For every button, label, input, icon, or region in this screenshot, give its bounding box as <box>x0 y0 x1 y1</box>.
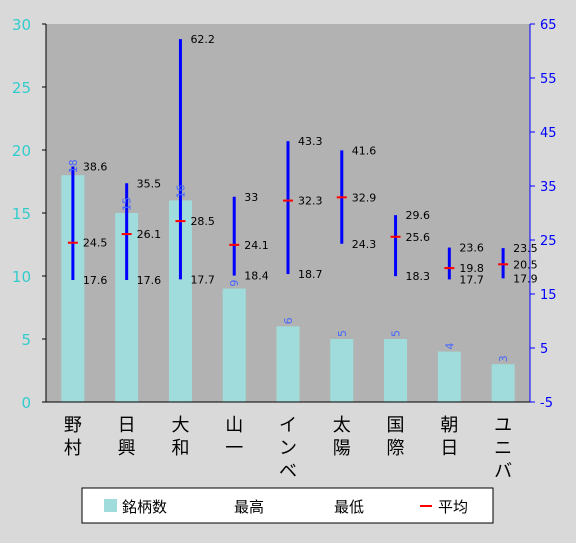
right-tick-label: -5 <box>540 396 553 411</box>
category-label-char: 大 <box>171 415 189 436</box>
count-label: 3 <box>497 355 510 362</box>
count-label: 6 <box>282 317 295 324</box>
count-label: 5 <box>390 330 403 337</box>
category-label-char: 一 <box>225 438 243 459</box>
legend: 銘柄数 最高 最低 平均 <box>81 487 494 524</box>
low-value-label: 17.9 <box>513 272 538 285</box>
labels-layer: 18 15 16 9 6 5 5 4 3 38.6 24.5 17.6 35.5 26.1 17.6 62.2… <box>67 33 538 362</box>
category-label-char: 日 <box>440 438 458 459</box>
category-label-char: ン <box>279 438 297 459</box>
category-label-char: 野 <box>64 415 82 436</box>
right-tick-label: 5 <box>540 342 548 357</box>
category-label-char: 日 <box>118 415 136 436</box>
left-tick-label: 25 <box>12 79 31 97</box>
right-tick-label: 15 <box>540 288 557 303</box>
count-label: 5 <box>336 330 349 337</box>
average-value-label: 28.5 <box>190 215 215 228</box>
category-label-char: イ <box>279 415 297 436</box>
average-value-label: 26.1 <box>137 228 162 241</box>
low-value-label: 17.6 <box>137 274 162 287</box>
right-tick-label: 45 <box>540 126 557 141</box>
category-label-char: バ <box>494 461 512 482</box>
category-label-char: 村 <box>64 438 82 459</box>
low-value-label: 17.7 <box>190 273 215 286</box>
legend-swatch-bar <box>104 499 117 512</box>
count-bar <box>276 326 300 402</box>
legend-label: 平均 <box>438 498 468 516</box>
right-tick-label: 55 <box>540 72 557 87</box>
average-value-label: 20.5 <box>513 258 538 271</box>
legend-label: 最低 <box>334 498 364 516</box>
bars-layer <box>61 175 515 402</box>
left-tick-label: 30 <box>12 16 31 34</box>
high-value-label: 41.6 <box>352 144 377 157</box>
count-bar <box>491 364 515 402</box>
average-value-label: 19.8 <box>459 262 484 275</box>
high-value-label: 23.6 <box>459 242 484 255</box>
count-bar <box>115 213 139 402</box>
category-label-char: 太 <box>333 415 351 436</box>
low-value-label: 24.3 <box>352 238 377 251</box>
high-value-label: 62.2 <box>190 33 215 46</box>
count-label: 15 <box>121 197 134 211</box>
left-tick-label: 5 <box>21 331 31 349</box>
left-tick-label: 15 <box>12 205 31 223</box>
left-axis-ticks: 0 5 10 15 20 25 30 <box>12 16 46 412</box>
high-value-label: 33 <box>244 191 258 204</box>
right-tick-label: 35 <box>540 180 557 195</box>
right-tick-label: 25 <box>540 234 557 249</box>
category-label-char: 際 <box>387 438 405 459</box>
category-label-char: 朝 <box>440 415 458 436</box>
low-value-label: 17.7 <box>459 273 484 286</box>
high-value-label: 35.5 <box>137 177 162 190</box>
count-bar <box>61 175 85 402</box>
right-axis-ticks: -5 5 15 25 35 45 55 65 <box>530 18 557 411</box>
average-value-label: 24.5 <box>83 237 108 250</box>
low-value-label: 17.6 <box>83 274 108 287</box>
count-label: 9 <box>228 280 241 287</box>
left-tick-label: 10 <box>12 268 31 286</box>
count-label: 16 <box>174 184 187 198</box>
high-value-label: 38.6 <box>83 161 108 174</box>
category-label-char: 陽 <box>333 438 351 459</box>
average-value-label: 24.1 <box>244 239 269 252</box>
count-bar <box>222 288 246 402</box>
ranges-layer <box>67 39 509 280</box>
average-value-label: 32.3 <box>298 195 323 208</box>
low-value-label: 18.7 <box>298 268 323 281</box>
high-value-label: 43.3 <box>298 135 323 148</box>
category-label-char: 国 <box>387 415 405 436</box>
category-label-char: ユ <box>494 415 512 436</box>
legend-label: 最高 <box>234 498 264 516</box>
count-label: 4 <box>443 343 456 350</box>
category-label-char: 山 <box>225 415 243 436</box>
low-value-label: 18.4 <box>244 270 269 283</box>
count-bar <box>168 200 192 402</box>
right-tick-label: 65 <box>540 18 557 33</box>
count-bar <box>384 339 408 402</box>
high-value-label: 23.5 <box>513 242 538 255</box>
category-label-char: ベ <box>279 461 297 482</box>
low-value-label: 18.3 <box>406 270 431 283</box>
average-value-label: 25.6 <box>406 231 431 244</box>
count-label: 18 <box>67 159 80 173</box>
count-bar <box>330 339 354 402</box>
category-label-char: ニ <box>494 438 512 459</box>
category-label-char: 興 <box>118 438 136 459</box>
category-label-char: 和 <box>171 438 189 459</box>
average-value-label: 32.9 <box>352 191 377 204</box>
legend-label: 銘柄数 <box>122 498 167 516</box>
high-value-label: 29.6 <box>406 209 431 222</box>
count-bar <box>437 351 461 402</box>
left-tick-label: 0 <box>21 394 31 412</box>
left-tick-label: 20 <box>12 142 31 160</box>
